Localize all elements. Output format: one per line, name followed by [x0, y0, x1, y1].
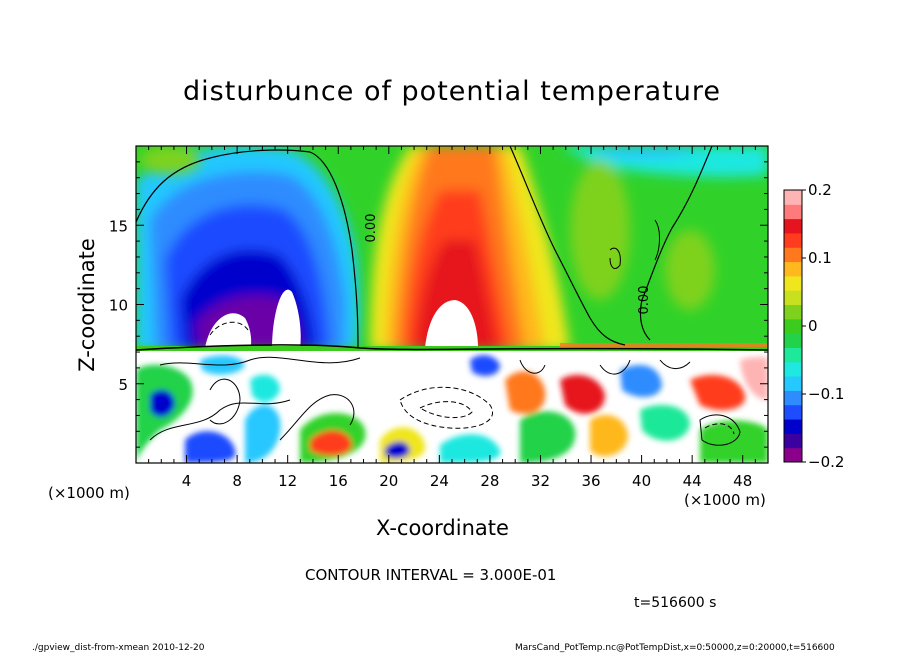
x-tick-label: 48: [733, 472, 752, 490]
colorbar: 0.2 0.1 0 −0.1 −0.2: [783, 181, 844, 471]
colorbar-segment: [784, 304, 802, 320]
interface-stripe: [136, 346, 768, 351]
colorbar-segment: [784, 404, 802, 420]
colorbar-segment: [784, 447, 802, 463]
negative-contours: [209, 321, 735, 435]
y-axis-label: Z-coordinate: [75, 238, 99, 372]
contour-interval-label: CONTOUR INTERVAL = 3.000E-01: [305, 566, 557, 584]
colorbar-segment: [784, 218, 802, 234]
colorbar-tick-label: −0.1: [808, 385, 844, 403]
contour-labels: 0.00 0.00: [364, 214, 652, 315]
x-tick-label: 44: [683, 472, 702, 490]
contour-label: 0.00: [364, 214, 379, 243]
warm-plume: [370, 146, 570, 350]
y-tick-label: 10: [109, 297, 128, 315]
x-tick-label: 4: [182, 472, 192, 490]
y-tick-label: 15: [109, 217, 128, 235]
lower-turbulence: [136, 355, 768, 463]
colorbar-segment: [784, 390, 802, 406]
x-tick-label: 16: [329, 472, 348, 490]
x-axis-label: X-coordinate: [376, 516, 509, 540]
x-tick-label: 36: [581, 472, 600, 490]
contour-label: 0.00: [637, 286, 652, 315]
contour-zero-middle: [309, 151, 359, 349]
upper-right-patches: [140, 146, 768, 310]
x-tick-label: 32: [531, 472, 550, 490]
cold-core-1: [205, 313, 252, 348]
colorbar-segment: [784, 333, 802, 348]
y-axis: 5 10 15: [109, 161, 768, 448]
x-unit-left: (×1000 m): [48, 484, 130, 502]
contour-zero-far-right: [639, 146, 713, 341]
colorbar-segment: [784, 290, 802, 306]
footer-left-text: ./gpview_dist-from-xmean 2010-12-20: [32, 643, 205, 653]
colorbar-segment: [784, 347, 802, 363]
x-unit-right: (×1000 m): [684, 491, 766, 509]
colorbar-tick-label: 0.1: [808, 249, 832, 267]
colorbar-segment: [784, 190, 802, 205]
time-label: t=516600 s: [634, 595, 717, 611]
x-tick-label: 12: [278, 472, 297, 490]
contour-lines: [136, 146, 768, 446]
x-tick-label: 40: [632, 472, 651, 490]
x-tick-label: 24: [430, 472, 449, 490]
colorbar-segment: [784, 261, 802, 277]
chart-title: disturbunce of potential temperature: [183, 76, 721, 107]
x-axis: 4 8 12 16 20 24 28 32 36 40 44 48: [148, 146, 756, 490]
x-tick-label: 8: [232, 472, 242, 490]
colorbar-segment: [784, 318, 802, 334]
colorbar-segment: [784, 376, 802, 391]
colorbar-segment: [784, 232, 802, 248]
heatmap-field: [136, 146, 768, 463]
cold-core-2: [272, 289, 301, 348]
colorbar-segment: [784, 275, 802, 291]
x-tick-label: 28: [480, 472, 499, 490]
warm-core: [425, 300, 478, 348]
contour-zero-right: [509, 146, 626, 346]
colorbar-segment: [784, 361, 802, 377]
colorbar-tick-label: −0.2: [808, 453, 844, 471]
footer-right-text: MarsCand_PotTemp.nc@PotTempDist,x=0:5000…: [515, 643, 835, 653]
y-tick-label: 5: [118, 376, 128, 394]
colorbar-tick-label: 0: [808, 317, 818, 335]
colorbar-segment: [784, 247, 802, 263]
contour-zero-left: [136, 149, 311, 223]
colorbar-segment: [784, 433, 802, 449]
colorbar-tick-label: 0.2: [808, 181, 832, 199]
colorbar-segment: [784, 419, 802, 434]
colorbar-segment: [784, 204, 802, 220]
x-tick-label: 20: [379, 472, 398, 490]
